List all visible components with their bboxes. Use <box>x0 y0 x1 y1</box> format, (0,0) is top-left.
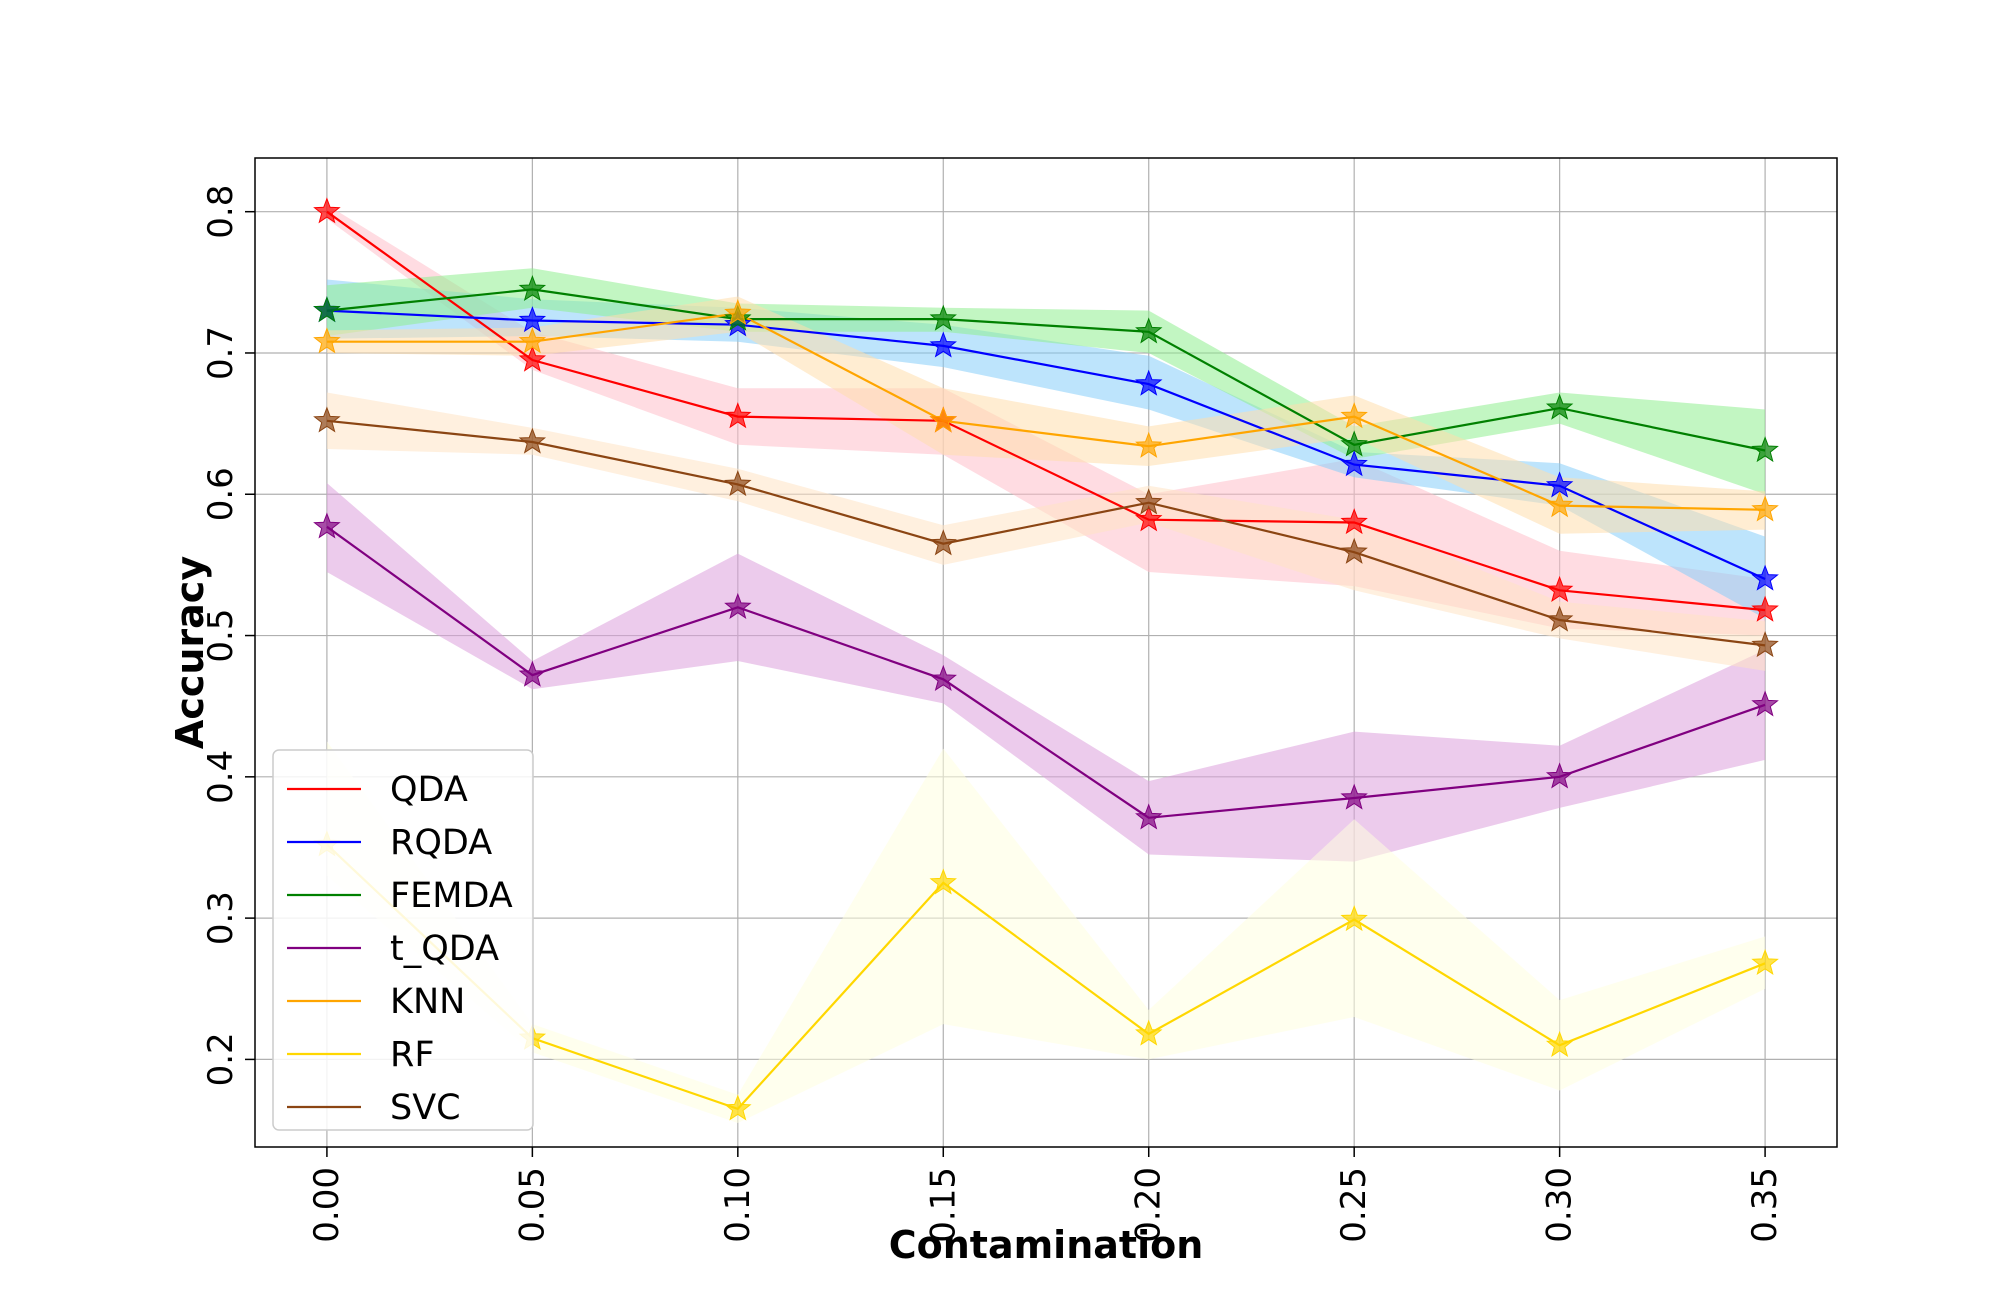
marker-femda <box>1545 393 1574 420</box>
x-tick-label: 0.05 <box>512 1167 552 1243</box>
legend-label-svc: SVC <box>390 1088 461 1128</box>
marker-t-qda <box>1135 803 1163 830</box>
marker-svc <box>1545 605 1574 632</box>
marker-qda <box>724 402 752 429</box>
line-rqda <box>326 309 1766 581</box>
marker-qda <box>313 197 341 224</box>
marker-femda <box>929 304 957 331</box>
series-lines <box>326 210 1766 1111</box>
marker-svc <box>313 406 341 433</box>
plot-frame <box>254 157 1838 1148</box>
y-tick-label: 0.7 <box>201 326 241 380</box>
marker-knn <box>1545 491 1574 518</box>
y-tick-labels: 0.2 0.3 0.4 0.5 0.6 0.7 0.8 <box>201 185 241 1087</box>
x-tick-labels: 0.00 0.05 0.10 0.15 0.20 0.25 0.30 0.35 <box>307 1167 1785 1243</box>
line-svc <box>326 419 1766 647</box>
legend: QDA RQDA FEMDA t_QDA KNN RF SVC <box>272 749 534 1131</box>
band-qda <box>326 204 1766 636</box>
marker-femda <box>518 274 547 302</box>
band-t-qda <box>326 483 1766 862</box>
marker-svc <box>1135 488 1163 515</box>
marker-rqda <box>1751 564 1779 591</box>
axis-ticks <box>245 210 1766 1157</box>
marker-rf <box>724 1094 752 1121</box>
x-tick-label: 0.30 <box>1540 1167 1580 1243</box>
marker-rqda <box>929 331 957 358</box>
marker-svc <box>929 529 957 556</box>
marker-t-qda <box>1340 783 1368 810</box>
marker-rqda <box>1340 450 1368 477</box>
y-tick-label: 0.2 <box>201 1032 241 1086</box>
line-t-qda <box>326 525 1766 819</box>
marker-knn <box>1135 431 1163 458</box>
marker-qda <box>1340 508 1368 535</box>
marker-svc <box>1340 537 1368 564</box>
marker-knn <box>1751 495 1779 522</box>
y-axis-title: Accuracy <box>168 556 212 749</box>
marker-t-qda <box>518 660 547 687</box>
y-tick-label: 0.4 <box>201 750 241 804</box>
y-tick-label: 0.6 <box>201 467 241 521</box>
marker-qda <box>1545 575 1574 603</box>
y-tick-label: 0.8 <box>201 185 241 239</box>
x-tick-label: 0.00 <box>307 1167 347 1243</box>
marker-rf <box>929 868 957 895</box>
marker-knn <box>518 327 547 354</box>
x-tick-label: 0.25 <box>1334 1167 1374 1243</box>
x-tick-label: 0.20 <box>1129 1167 1169 1243</box>
marker-svc <box>724 469 752 497</box>
marker-rf <box>1545 1030 1574 1057</box>
marker-t-qda <box>724 592 752 619</box>
legend-box <box>272 749 534 1131</box>
line-rf <box>326 843 1766 1111</box>
marker-knn <box>929 406 957 433</box>
marker-t-qda <box>929 664 957 692</box>
band-rf <box>326 741 1766 1123</box>
x-tick-label: 0.15 <box>923 1167 963 1243</box>
marker-t-qda <box>1751 690 1779 717</box>
line-femda <box>326 288 1766 452</box>
marker-rqda <box>518 306 547 333</box>
marker-femda <box>1135 317 1163 344</box>
y-tick-label: 0.3 <box>201 891 241 945</box>
marker-rf <box>1340 905 1368 932</box>
marker-knn <box>313 327 341 354</box>
legend-label-rf: RF <box>390 1035 434 1075</box>
y-tick-label: 0.5 <box>201 609 241 663</box>
legend-label-t-qda: t_QDA <box>390 929 499 969</box>
marker-qda <box>1135 505 1163 532</box>
legend-label-femda: FEMDA <box>390 876 513 916</box>
marker-qda <box>1751 595 1779 622</box>
marker-femda <box>313 296 341 323</box>
marker-svc <box>518 427 547 454</box>
marker-rf <box>1751 948 1779 975</box>
legend-label-qda: QDA <box>390 770 468 810</box>
band-svc <box>326 392 1766 671</box>
x-axis-title: Contamination <box>889 1223 1204 1267</box>
line-qda <box>326 210 1766 612</box>
marker-knn <box>1340 402 1368 429</box>
legend-label-knn: KNN <box>390 982 465 1022</box>
marker-femda <box>1751 436 1779 463</box>
marker-rqda <box>1135 369 1163 396</box>
legend-label-rqda: RQDA <box>390 823 492 863</box>
marker-rf <box>1135 1019 1163 1046</box>
band-knn <box>326 296 1766 534</box>
marker-t-qda <box>1545 762 1574 789</box>
x-tick-label: 0.10 <box>718 1167 758 1243</box>
x-tick-label: 0.35 <box>1745 1167 1785 1243</box>
marker-qda <box>518 345 547 372</box>
marker-svc <box>1751 630 1779 658</box>
line-knn <box>326 312 1766 511</box>
marker-t-qda <box>313 512 341 539</box>
marker-femda <box>1340 430 1368 457</box>
marker-knn <box>724 298 752 326</box>
